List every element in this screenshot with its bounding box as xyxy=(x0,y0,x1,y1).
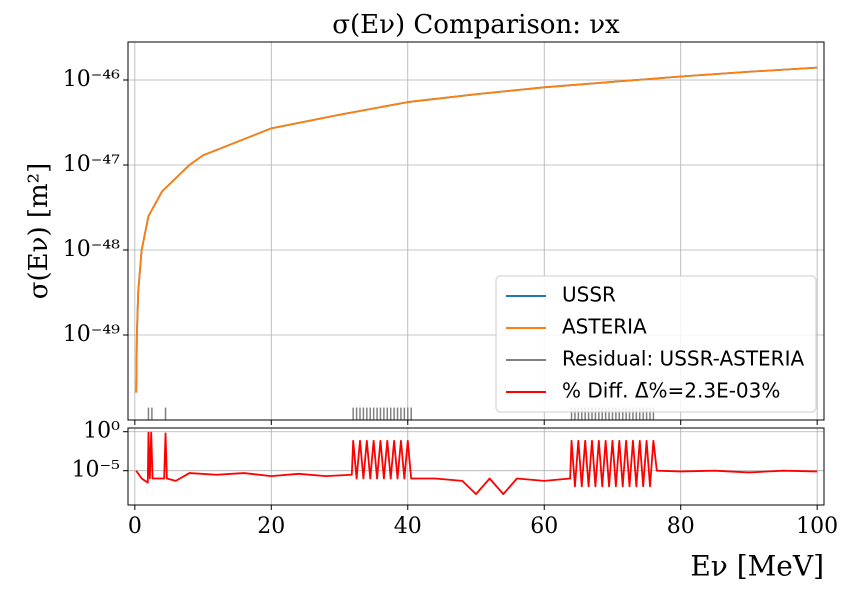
axes-frame xyxy=(127,427,825,506)
series-line xyxy=(135,66,818,393)
x-tick-label: 100 xyxy=(796,514,838,539)
y-axis-label: σ(Eν) [m²] xyxy=(24,163,54,299)
legend-label: ASTERIA xyxy=(562,315,647,339)
x-axis-label: Eν [MeV] xyxy=(690,550,824,583)
plot-area xyxy=(135,66,818,420)
x-tick-label: 40 xyxy=(394,514,422,539)
y-tick-label: 10⁻⁴⁶ xyxy=(63,67,120,92)
y-tick-label: 10⁰ xyxy=(83,419,120,444)
legend-label: USSR xyxy=(562,283,616,307)
legend-label: % Diff. Δ̄%=2.3E-03% xyxy=(562,379,780,403)
x-tick-label: 80 xyxy=(667,514,695,539)
series-line xyxy=(135,431,818,495)
chart-title: σ(Eν) Comparison: νx xyxy=(332,10,620,40)
y-tick-label: 10⁻⁴⁷ xyxy=(63,152,120,177)
y-tick-label: 10⁻⁵ xyxy=(72,458,120,483)
plot-area xyxy=(135,431,818,495)
x-tick-label: 60 xyxy=(530,514,558,539)
x-tick-label: 20 xyxy=(257,514,285,539)
axes-frame xyxy=(127,41,825,421)
legend-label: Residual: USSR-ASTERIA xyxy=(562,347,804,371)
y-tick-label: 10⁻⁴⁹ xyxy=(63,322,120,347)
x-tick-label: 0 xyxy=(128,514,142,539)
y-tick-label: 10⁻⁴⁸ xyxy=(63,237,120,262)
legend-box xyxy=(495,275,817,413)
